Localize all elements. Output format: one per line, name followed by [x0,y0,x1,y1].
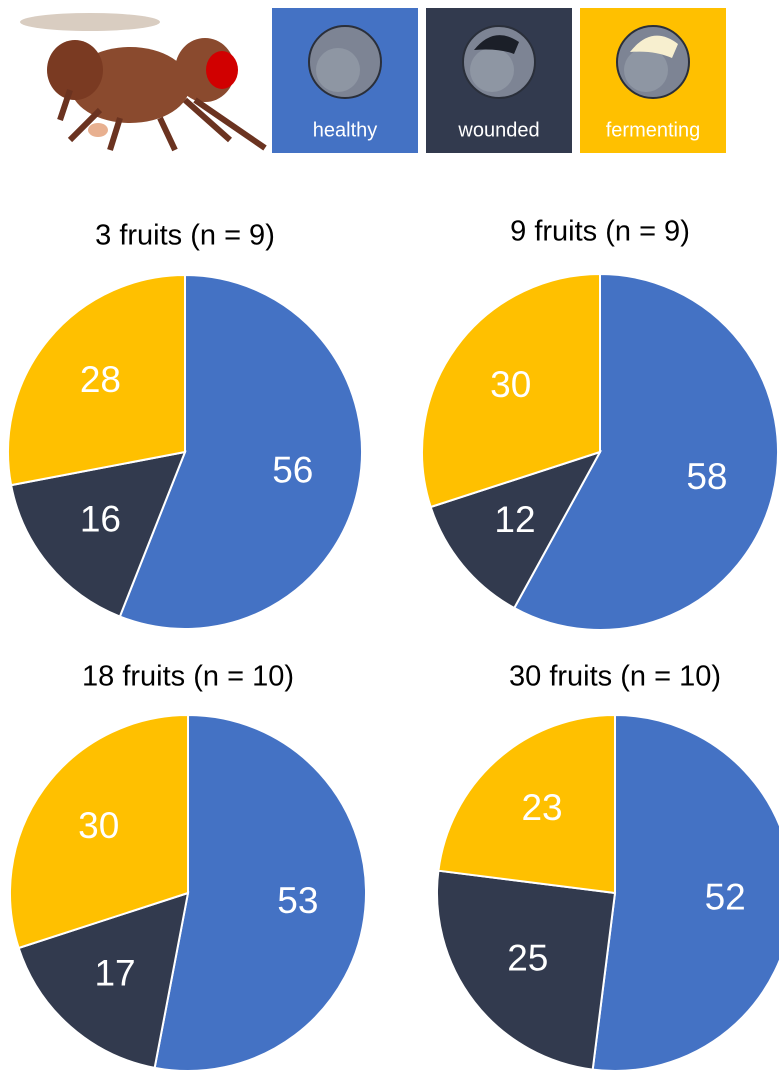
slice-label: 30 [78,805,119,846]
pie-slice [591,713,779,1071]
berry-mold [630,35,678,58]
pie-slice [421,272,601,509]
slice-label: 23 [521,787,562,828]
pie-slice [9,450,187,618]
slice-label: 52 [705,877,746,918]
berry-highlight [470,48,514,92]
slice-label: 12 [494,499,535,540]
berry-wound [474,35,519,54]
slice-label: 30 [490,364,531,405]
pie-slice [437,713,616,895]
legend-item: fermenting [580,8,726,153]
fly-illustration [20,13,267,152]
legend-label: fermenting [606,119,701,141]
pie-slice [512,272,779,631]
slice-label: 58 [686,456,727,497]
pie-slice [153,713,367,1071]
pie-slice [17,891,190,1070]
legend-label: healthy [313,119,378,141]
chart-title: 3 fruits (n = 9) [95,220,275,252]
slice-label: 28 [80,359,121,400]
pie-slice [9,713,189,950]
pie-slice [429,450,603,610]
pie-slice [436,869,617,1071]
chart-title: 30 fruits (n = 10) [509,661,721,693]
legend-item: healthy [272,8,418,153]
pie-slice [118,273,363,630]
chart-title: 9 fruits (n = 9) [510,216,690,248]
slice-label: 17 [94,953,135,994]
berry-highlight [624,48,668,92]
slice-label: 53 [277,880,318,921]
legend-item: wounded [426,8,572,153]
slice-label: 56 [272,449,313,490]
slice-label: 16 [80,499,121,540]
legend-label: wounded [457,119,539,141]
slice-label: 25 [507,937,548,978]
chart-title: 18 fruits (n = 10) [82,661,294,693]
berry-highlight [316,48,360,92]
pie-slice [7,273,186,487]
